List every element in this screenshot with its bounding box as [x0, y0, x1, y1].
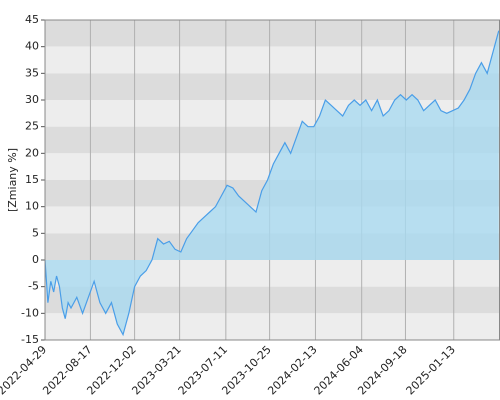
y-tick-label: 15	[25, 173, 39, 186]
x-tick-label: 2025-01-13	[404, 343, 458, 397]
y-axis-label: [Zmiany %]	[6, 148, 19, 212]
y-tick-label: 0	[32, 253, 39, 266]
band	[45, 20, 500, 47]
y-tick-label: -5	[28, 280, 39, 293]
y-tick-label: 20	[25, 146, 39, 159]
y-tick-label: -10	[21, 306, 39, 319]
y-tick-label: 25	[25, 120, 39, 133]
band	[45, 73, 500, 100]
area-fill	[45, 30, 499, 335]
y-tick-label: 45	[25, 13, 39, 26]
y-tick-label: 40	[25, 40, 39, 53]
band	[45, 46, 500, 74]
band	[45, 313, 500, 340]
y-tick-label: 5	[32, 226, 39, 239]
y-tick-label: 35	[25, 66, 39, 79]
y-tick-label: 30	[25, 93, 39, 106]
y-tick-label: 10	[25, 200, 39, 213]
y-tick-label: -15	[21, 333, 39, 346]
line	[44, 30, 500, 337]
